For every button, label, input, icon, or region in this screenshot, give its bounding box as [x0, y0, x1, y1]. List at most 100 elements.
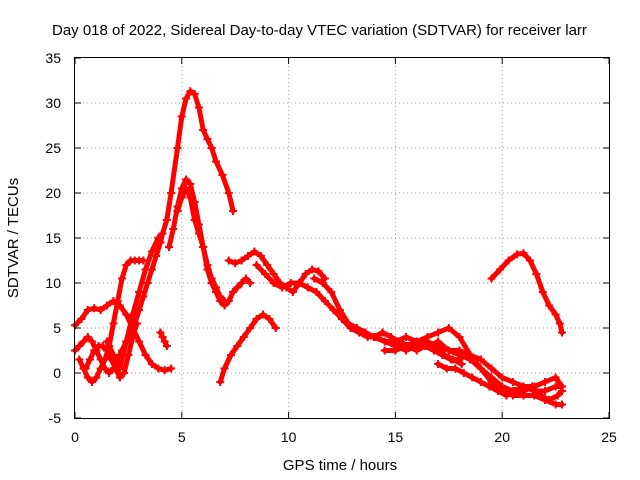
data-point — [553, 391, 562, 400]
data-point — [380, 346, 389, 355]
data-point — [476, 355, 485, 364]
data-point — [466, 351, 475, 359]
data-point — [519, 382, 528, 391]
data-point — [538, 288, 547, 296]
data-point — [224, 189, 233, 197]
data-point — [246, 279, 255, 287]
data-point — [498, 373, 507, 382]
data-point — [186, 87, 195, 96]
data-point — [459, 369, 468, 377]
data-point — [177, 193, 186, 202]
data-point — [109, 319, 118, 328]
data-point — [182, 94, 191, 103]
data-point — [545, 396, 554, 404]
data-point — [278, 283, 287, 292]
data-point — [211, 283, 220, 292]
data-point — [271, 324, 280, 332]
data-point — [498, 382, 507, 391]
data-point — [476, 364, 485, 373]
data-point — [423, 342, 432, 350]
y-tick-label: -5 — [49, 410, 62, 426]
data-point — [555, 319, 564, 328]
data-point — [487, 364, 496, 373]
data-point — [173, 207, 182, 215]
series-arc-9-points — [216, 310, 280, 386]
x-tick-label: 20 — [494, 429, 510, 445]
data-point — [532, 270, 541, 278]
data-point — [92, 373, 101, 382]
data-point — [536, 391, 545, 400]
data-point — [158, 333, 167, 341]
data-point — [186, 193, 195, 202]
data-point — [194, 103, 203, 112]
data-point — [391, 337, 400, 346]
x-tick-label: 15 — [388, 429, 404, 445]
data-point — [558, 328, 567, 337]
x-axis-title: GPS time / hours — [283, 457, 397, 474]
data-point — [152, 252, 161, 260]
data-point — [147, 247, 156, 256]
data-point — [423, 333, 432, 341]
series-arc-16-points — [434, 360, 567, 404]
data-point — [216, 292, 225, 301]
data-point — [314, 267, 323, 276]
data-point — [135, 337, 144, 346]
data-point — [256, 252, 265, 260]
data-point — [120, 369, 129, 377]
y-tick-label: 0 — [53, 365, 61, 381]
data-point — [455, 346, 464, 355]
data-point — [320, 274, 329, 283]
data-point — [154, 234, 163, 242]
data-point — [446, 355, 455, 364]
data-point — [442, 364, 451, 373]
data-point — [540, 387, 549, 395]
data-point — [158, 229, 167, 238]
data-point — [167, 364, 176, 373]
y-tick-label: 10 — [45, 275, 61, 291]
data-point — [147, 360, 156, 368]
data-point — [265, 315, 274, 323]
y-tick-label: 5 — [53, 320, 61, 336]
data-point — [75, 342, 84, 350]
y-tick-label: 30 — [45, 95, 61, 111]
data-point — [190, 90, 199, 98]
data-point — [90, 304, 99, 313]
data-point — [250, 247, 259, 256]
data-point — [344, 319, 353, 328]
data-point — [438, 351, 447, 359]
data-point — [303, 283, 312, 292]
data-point — [252, 315, 261, 323]
data-point — [128, 333, 137, 341]
data-point — [239, 333, 248, 341]
data-point — [402, 333, 411, 341]
data-point — [233, 342, 242, 350]
data-point — [109, 351, 118, 359]
data-point — [182, 184, 191, 193]
data-point — [519, 249, 528, 258]
data-point — [508, 378, 517, 386]
data-point — [103, 301, 112, 310]
data-point — [476, 378, 485, 386]
data-point — [308, 265, 317, 274]
data-point — [380, 337, 389, 346]
data-point — [124, 351, 133, 359]
data-point — [545, 301, 554, 310]
data-point — [115, 373, 124, 382]
data-point — [81, 364, 90, 373]
data-point — [551, 373, 560, 382]
y-tick-label: 15 — [45, 230, 61, 246]
data-point — [496, 265, 505, 274]
data-point — [348, 324, 357, 332]
data-point — [75, 355, 84, 364]
data-point — [434, 360, 443, 368]
data-point — [551, 310, 560, 319]
data-point — [487, 373, 496, 382]
data-point — [511, 387, 520, 395]
data-point — [261, 270, 270, 278]
data-point — [218, 171, 227, 179]
data-point — [237, 256, 246, 265]
y-axis-title: SDTVAR / TECUs — [5, 178, 22, 298]
data-point — [83, 306, 92, 314]
data-point — [139, 292, 148, 301]
